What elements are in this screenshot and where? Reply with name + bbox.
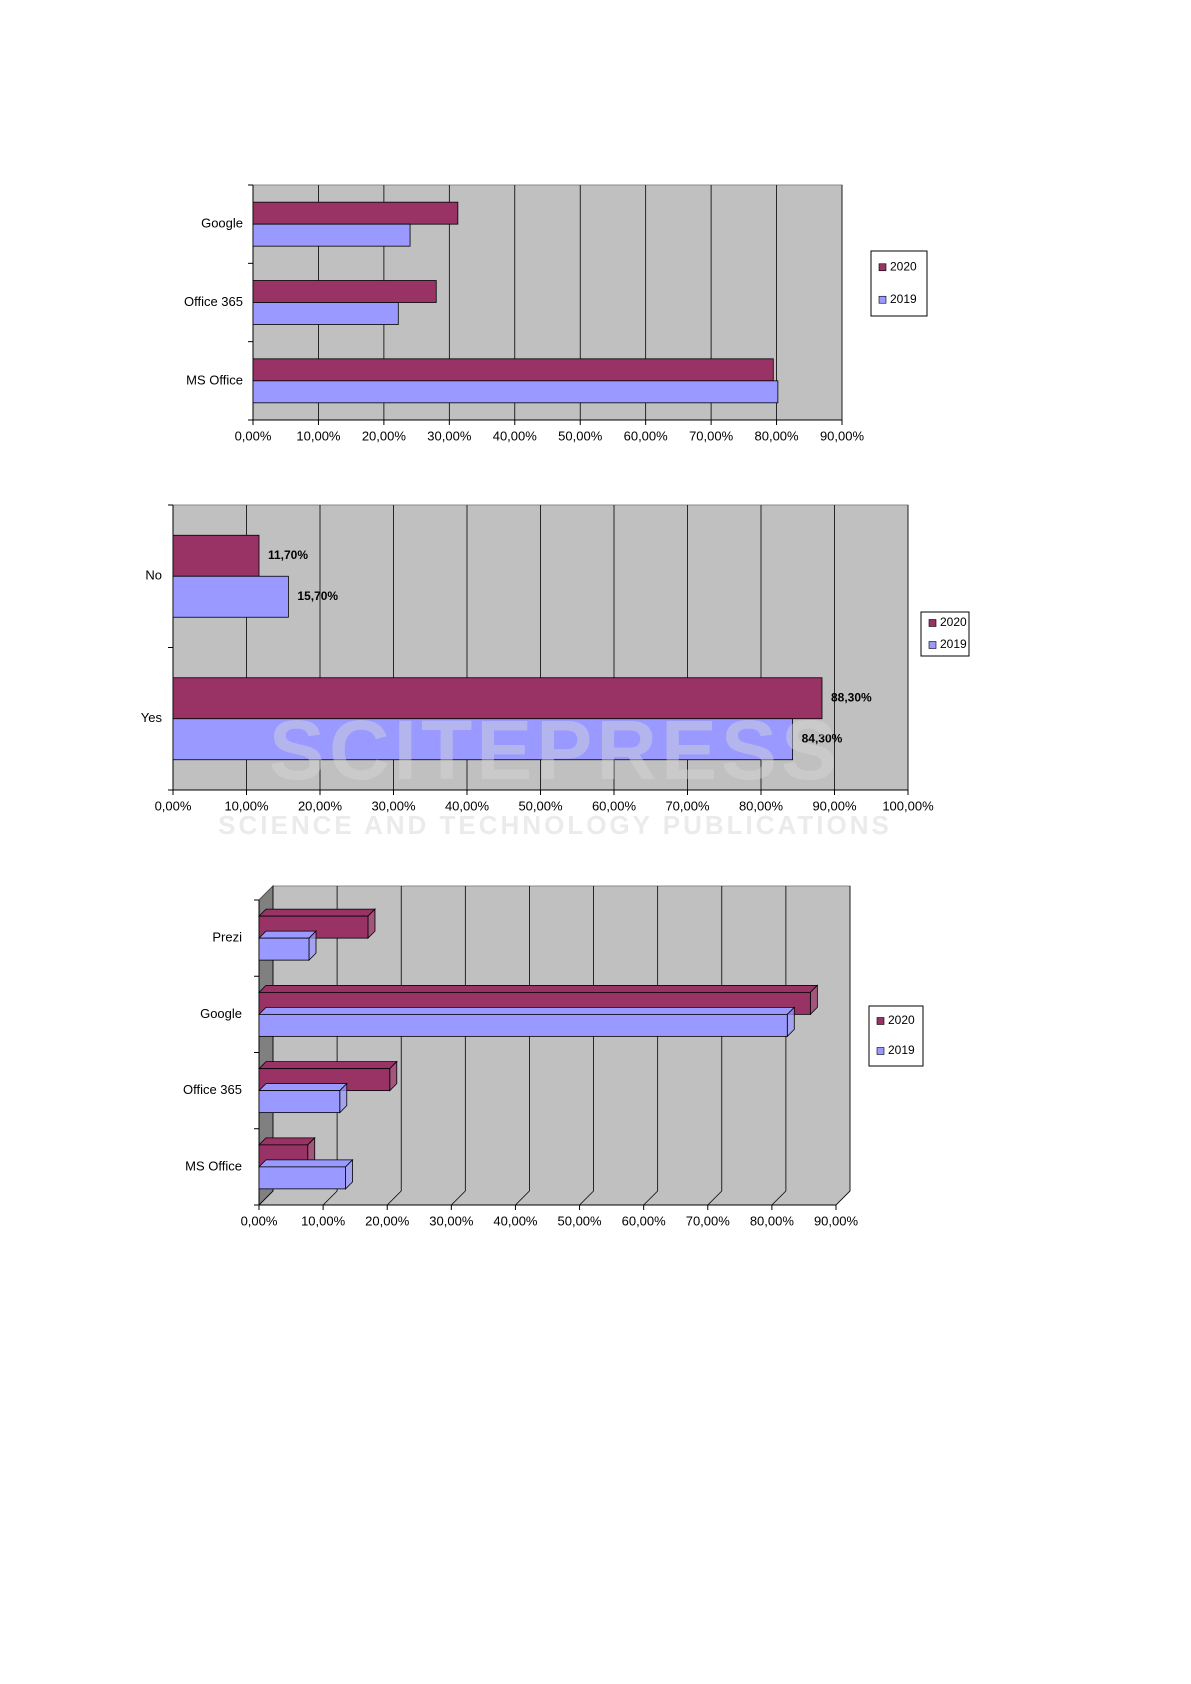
legend-swatch (876, 1047, 885, 1055)
y-tick-label: MS Office (186, 372, 243, 387)
legend-label: 2020 (940, 615, 967, 629)
bar (172, 575, 289, 618)
x-tick-label: 90,00% (814, 1213, 859, 1228)
bar (172, 534, 260, 577)
watermark-subtitle: SCIENCE AND TECHNOLOGY PUBLICATIONS (218, 810, 892, 840)
floor-line (579, 1190, 594, 1206)
x-tick-label: 20,00% (298, 798, 343, 813)
legend-label: 2020 (888, 1013, 915, 1027)
data-label: 11,70% (268, 548, 308, 562)
x-tick-label: 70,00% (665, 798, 710, 813)
data-label: 84,30% (802, 731, 843, 745)
legend-box (868, 1005, 924, 1067)
bar (258, 1166, 346, 1190)
bar (172, 677, 823, 720)
bar (252, 201, 459, 225)
bar-top (258, 1137, 316, 1146)
legend-label: 2020 (890, 259, 917, 273)
bar (172, 718, 794, 761)
legend-swatch (878, 263, 887, 272)
y-tick-label: No (145, 568, 162, 583)
x-tick-label: 20,00% (362, 428, 407, 443)
data-label: 88,30% (831, 690, 872, 704)
y-tick-label: MS Office (185, 1158, 242, 1173)
y-tick-label: Google (201, 216, 243, 231)
legend-swatch (928, 641, 937, 649)
x-tick-label: 30,00% (371, 798, 416, 813)
x-tick-label: 10,00% (301, 1213, 346, 1228)
x-tick-label: 60,00% (592, 798, 637, 813)
floor-line (515, 1190, 530, 1206)
x-tick-label: 70,00% (689, 428, 734, 443)
x-tick-label: 30,00% (427, 428, 472, 443)
watermark-title: SCITEPRESS (269, 703, 841, 797)
floor-line (322, 1190, 338, 1206)
y-tick-label: Office 365 (183, 1082, 242, 1097)
bar (252, 302, 399, 325)
legend-label: 2019 (888, 1043, 915, 1057)
x-tick-label: 60,00% (624, 428, 669, 443)
x-tick-label: 80,00% (755, 428, 800, 443)
x-tick-label: 10,00% (296, 428, 341, 443)
legend-swatch (878, 295, 887, 304)
bar (258, 937, 310, 961)
x-tick-label: 50,00% (558, 1213, 603, 1228)
legend-label: 2019 (890, 292, 917, 306)
bar (258, 1090, 341, 1114)
y-tick-label: Office 365 (184, 294, 243, 309)
bar (252, 380, 779, 404)
x-tick-label: 100,00% (882, 798, 934, 813)
x-tick-label: 40,00% (493, 428, 538, 443)
bar-top (258, 1006, 796, 1015)
x-tick-label: 80,00% (739, 798, 784, 813)
floor-line (258, 1190, 274, 1206)
y-tick-label: Prezi (212, 930, 242, 945)
x-tick-label: 40,00% (445, 798, 490, 813)
x-tick-label: 60,00% (622, 1213, 667, 1228)
x-tick-label: 20,00% (365, 1213, 410, 1228)
x-tick-label: 90,00% (820, 428, 865, 443)
x-tick-label: 50,00% (518, 798, 563, 813)
data-label: 15,70% (297, 589, 338, 603)
x-tick-label: 50,00% (558, 428, 603, 443)
bar (252, 280, 437, 303)
x-tick-label: 0,00% (235, 428, 272, 443)
bar-top (258, 930, 317, 939)
x-tick-label: 40,00% (493, 1213, 538, 1228)
bar-top (258, 1159, 354, 1168)
legend-swatch (876, 1017, 885, 1025)
floor-line (643, 1190, 658, 1206)
floor-line (835, 1190, 851, 1206)
bar (252, 223, 411, 247)
x-tick-label: 0,00% (155, 798, 192, 813)
floor-line (707, 1190, 723, 1206)
y-tick-label: Google (200, 1006, 242, 1021)
x-tick-label: 10,00% (224, 798, 269, 813)
bar-top (258, 1083, 348, 1092)
bar (258, 1013, 788, 1037)
legend-box (870, 250, 928, 317)
bar-top (258, 984, 819, 993)
x-tick-label: 90,00% (812, 798, 857, 813)
x-tick-label: 70,00% (686, 1213, 731, 1228)
x-tick-label: 30,00% (429, 1213, 474, 1228)
bar-top (258, 1061, 398, 1070)
x-tick-label: 80,00% (750, 1213, 795, 1228)
x-tick-label: 0,00% (241, 1213, 278, 1228)
bar-top (258, 908, 376, 917)
floor-line (386, 1190, 402, 1206)
legend-swatch (928, 619, 937, 627)
y-tick-label: Yes (141, 710, 163, 725)
legend-label: 2019 (940, 637, 967, 651)
floor-line (771, 1190, 787, 1206)
bar (252, 358, 774, 382)
floor-line (451, 1190, 466, 1206)
